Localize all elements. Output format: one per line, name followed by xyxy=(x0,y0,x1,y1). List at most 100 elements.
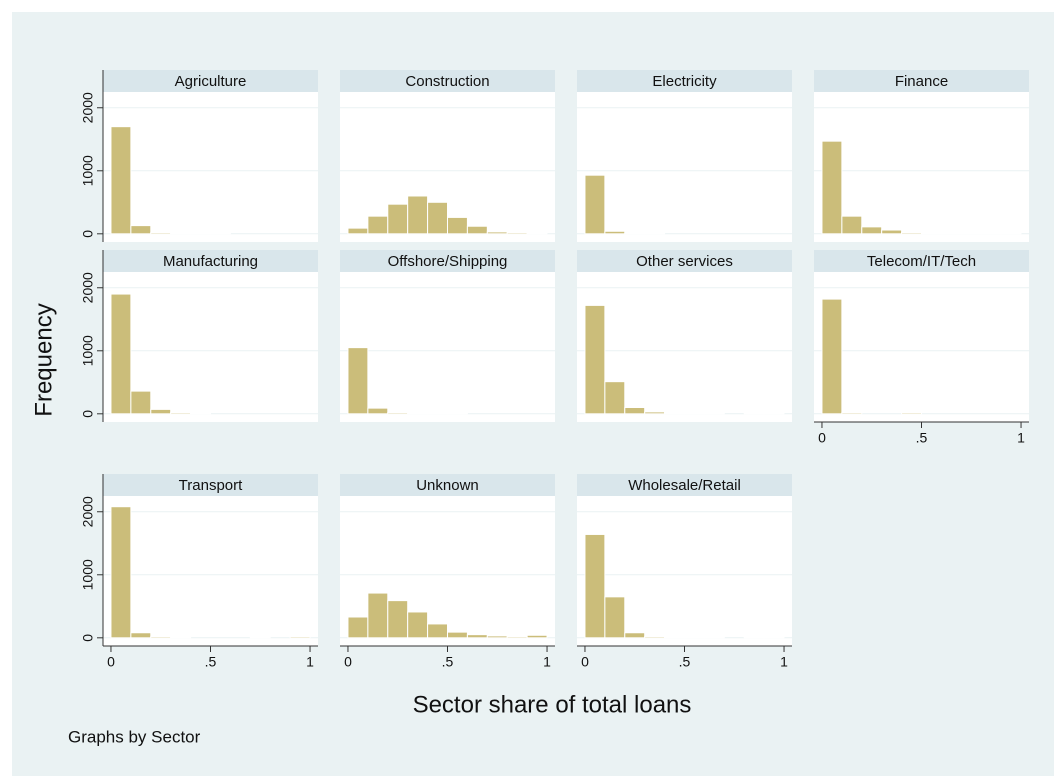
bar xyxy=(644,636,666,639)
x-tick-label: .5 xyxy=(679,654,691,670)
bar xyxy=(743,412,765,415)
bar xyxy=(249,636,271,639)
bar xyxy=(901,232,922,235)
bar xyxy=(644,411,666,415)
bar xyxy=(684,412,705,415)
bar xyxy=(347,347,369,415)
panel-title: Other services xyxy=(636,253,733,270)
bar xyxy=(960,232,982,235)
x-tick-label: 0 xyxy=(344,654,352,670)
x-axis-label: Sector share of total loans xyxy=(413,691,692,718)
bar xyxy=(703,636,725,639)
bar xyxy=(150,636,172,639)
y-tick-label: 0 xyxy=(80,410,96,418)
bar xyxy=(506,232,528,235)
bar xyxy=(150,408,172,415)
plot-area xyxy=(814,272,1029,422)
panel-title: Construction xyxy=(405,73,489,90)
bar xyxy=(763,636,785,639)
panel-title: Agriculture xyxy=(175,73,247,90)
bar xyxy=(407,611,429,639)
panel-title: Telecom/IT/Tech xyxy=(867,253,976,270)
bar xyxy=(821,140,843,235)
bar xyxy=(980,232,1002,235)
panel-title: Manufacturing xyxy=(163,253,258,270)
panel-title: Wholesale/Retail xyxy=(628,477,741,494)
bar xyxy=(940,232,962,235)
bar xyxy=(466,225,488,235)
bar xyxy=(387,203,409,235)
bar xyxy=(447,631,468,639)
note: Graphs by Sector xyxy=(68,727,201,746)
bar xyxy=(347,616,369,639)
panel-strip xyxy=(577,250,792,272)
panel-title: Offshore/Shipping xyxy=(388,253,508,270)
bar xyxy=(427,201,448,235)
panel-strip xyxy=(103,70,318,92)
panel-title: Transport xyxy=(179,477,243,494)
bar xyxy=(584,174,606,235)
bar xyxy=(526,232,548,235)
bar xyxy=(821,298,843,415)
y-tick-label: 2000 xyxy=(80,92,96,123)
bar xyxy=(901,412,922,415)
bar xyxy=(584,304,606,415)
bar xyxy=(664,412,685,415)
x-tick-label: 1 xyxy=(306,654,314,670)
bar xyxy=(743,636,765,639)
panel-strip xyxy=(577,70,792,92)
bar xyxy=(130,632,152,639)
bar xyxy=(387,600,409,639)
bar xyxy=(407,412,429,415)
bar xyxy=(190,412,211,415)
y-axis-label: Frequency xyxy=(30,303,57,416)
bar xyxy=(684,636,705,639)
panel-title: Electricity xyxy=(652,73,717,90)
x-tick-label: 1 xyxy=(543,654,551,670)
x-tick-label: .5 xyxy=(442,654,454,670)
bar xyxy=(427,412,448,415)
bar xyxy=(861,226,883,235)
bar xyxy=(466,634,488,639)
bar xyxy=(170,232,192,235)
bar xyxy=(841,412,863,415)
panel-strip xyxy=(814,250,1029,272)
bar xyxy=(624,407,646,415)
bar xyxy=(289,636,311,639)
bar xyxy=(130,225,152,235)
plot-area xyxy=(577,92,792,242)
bar xyxy=(130,390,152,415)
bar xyxy=(506,636,528,639)
bar xyxy=(604,230,626,235)
bar xyxy=(624,632,646,639)
x-tick-label: .5 xyxy=(205,654,217,670)
x-tick-label: 1 xyxy=(1017,430,1025,446)
plot-area xyxy=(103,92,318,242)
bar xyxy=(841,215,863,235)
panel-title: Finance xyxy=(895,73,948,90)
bar xyxy=(921,232,942,235)
panel-title: Unknown xyxy=(416,477,479,494)
y-tick-label: 1000 xyxy=(80,335,96,366)
panel-strip xyxy=(340,70,555,92)
bar xyxy=(1000,232,1022,235)
plot-area xyxy=(103,496,318,646)
bar xyxy=(170,412,192,415)
panel-strip xyxy=(340,474,555,496)
x-tick-label: 0 xyxy=(107,654,115,670)
bar xyxy=(447,216,468,235)
bar xyxy=(624,232,646,235)
bar xyxy=(110,293,132,415)
y-tick-label: 1000 xyxy=(80,559,96,590)
panel-strip xyxy=(340,250,555,272)
bar xyxy=(486,635,508,639)
bar xyxy=(881,229,903,235)
bar xyxy=(604,381,626,415)
panel-strip xyxy=(103,250,318,272)
bar xyxy=(170,636,192,639)
bar xyxy=(407,195,429,235)
panel-strip xyxy=(577,474,792,496)
x-tick-label: .5 xyxy=(916,430,928,446)
panel-strip xyxy=(814,70,1029,92)
